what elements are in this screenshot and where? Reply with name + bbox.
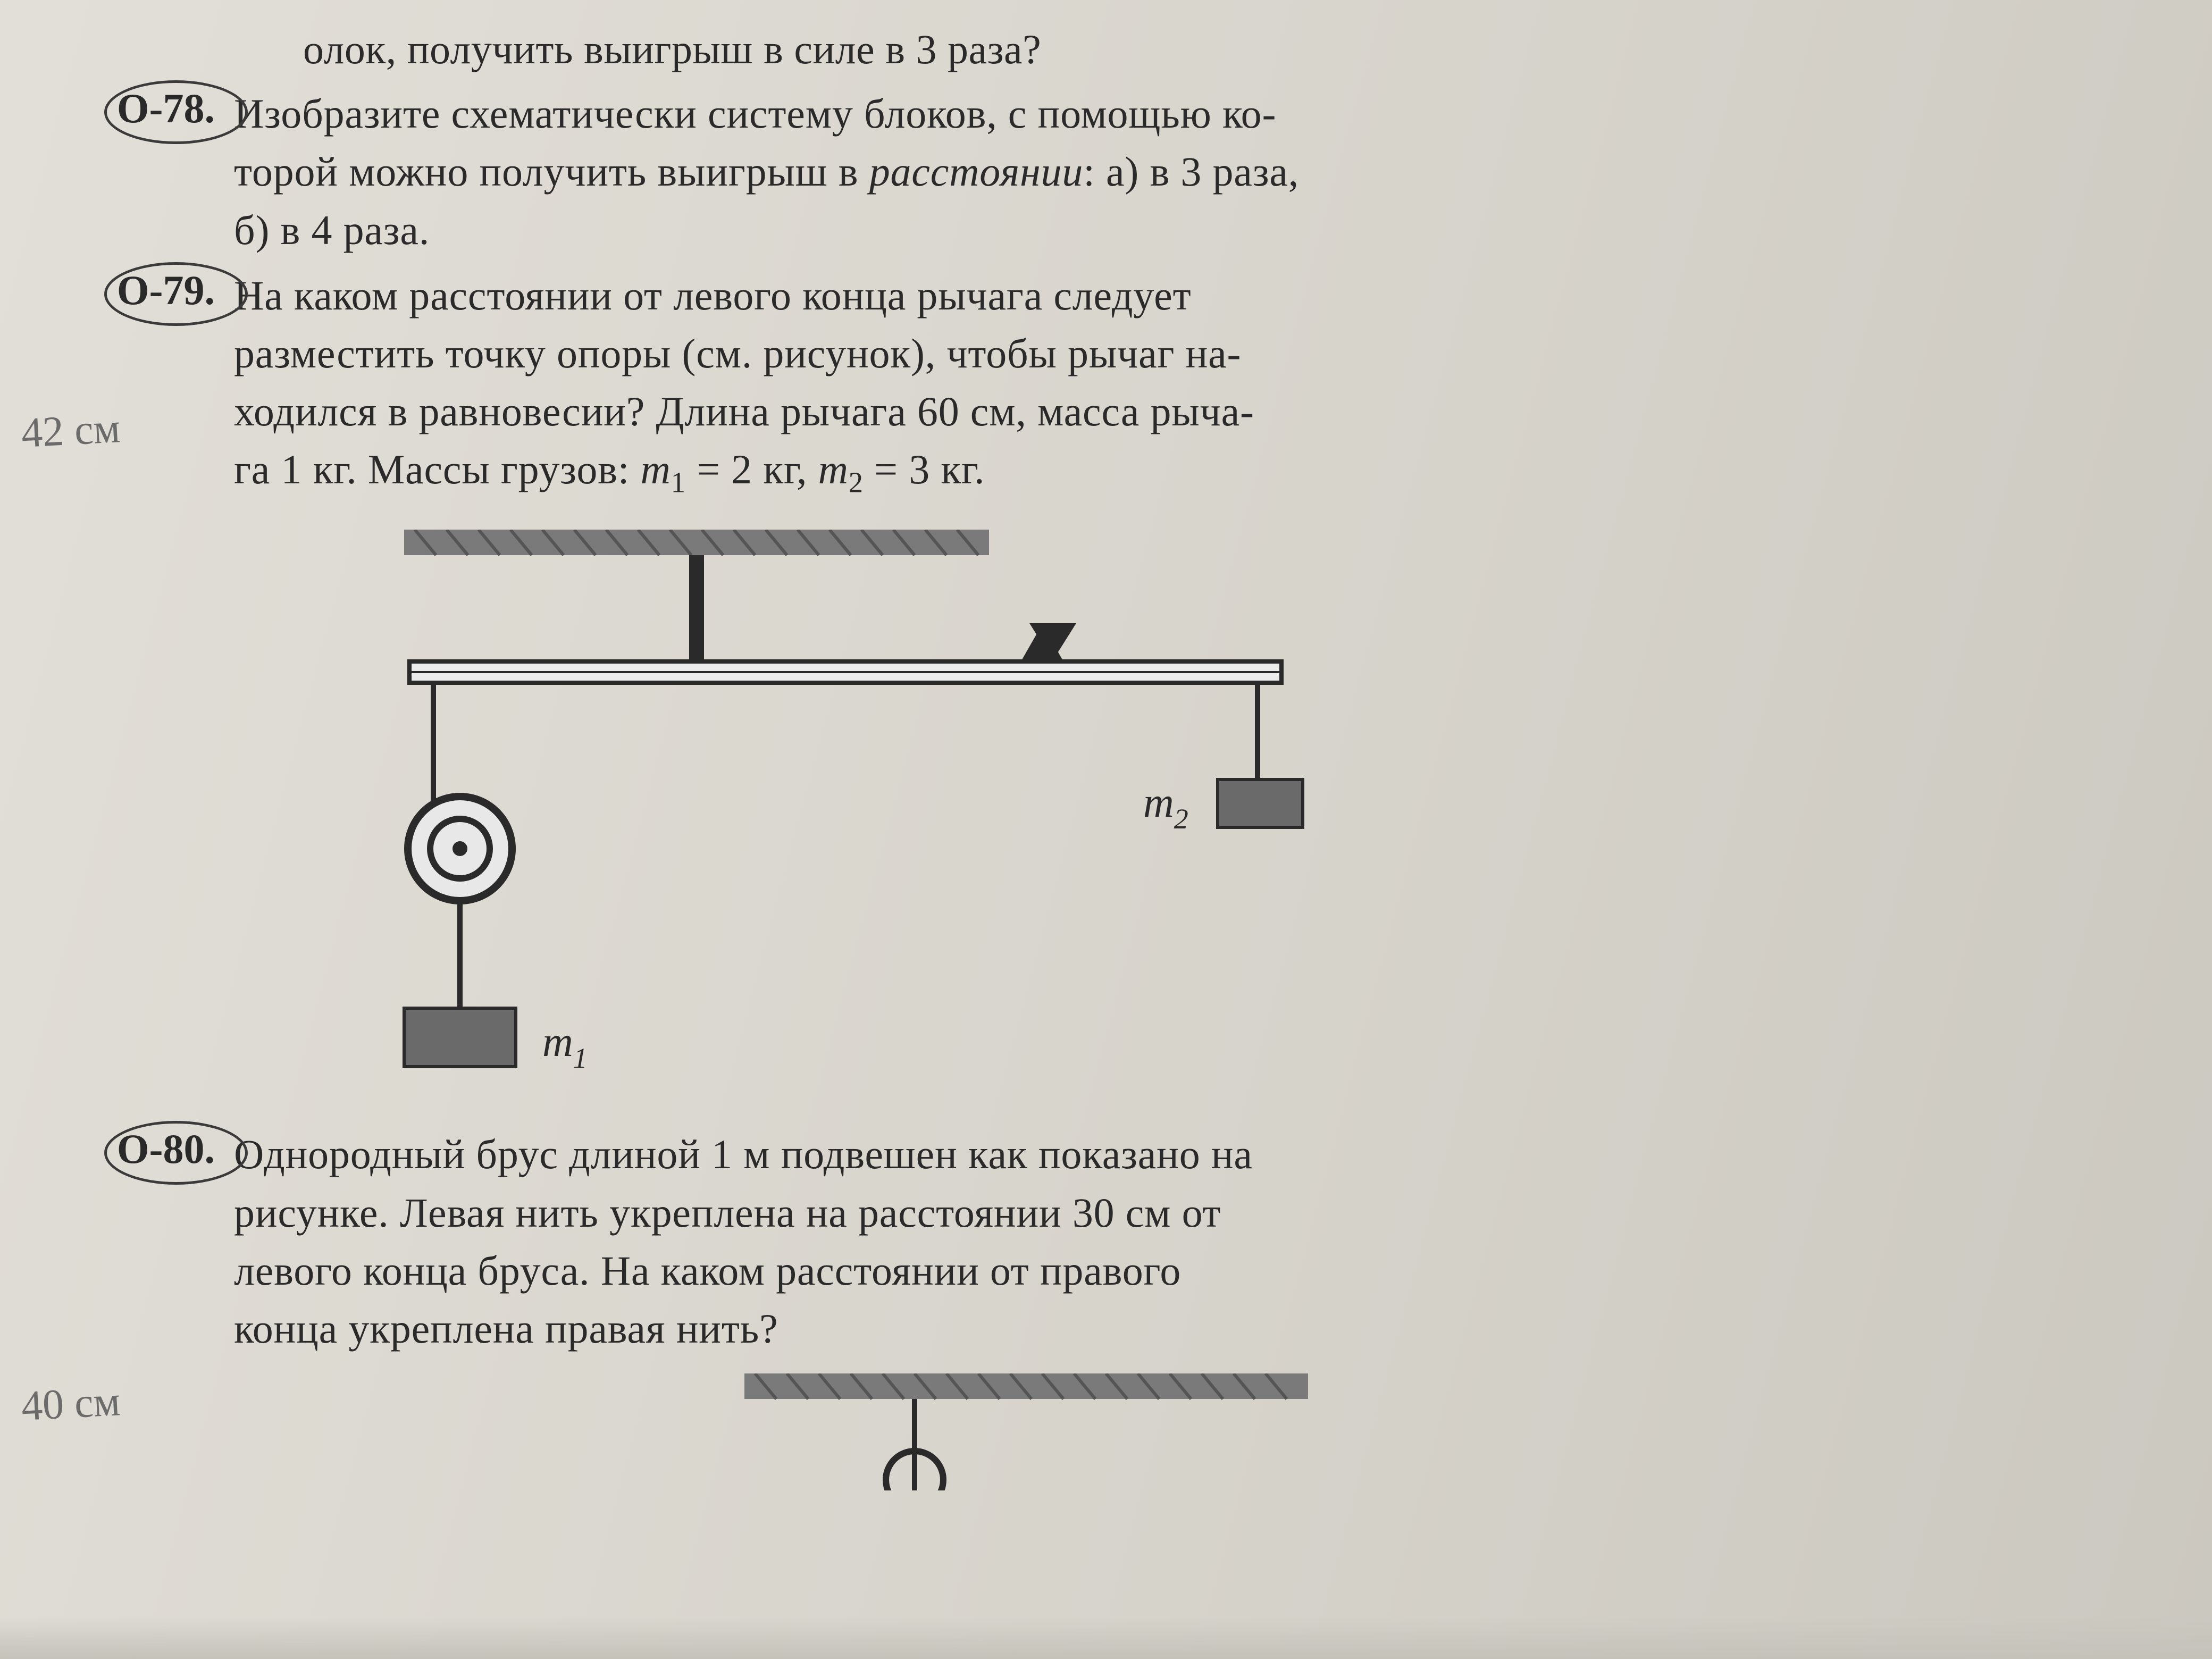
lever-pulley-diagram: m1 m2 bbox=[330, 530, 1446, 1104]
line: левого конца бруса. На каком расстоянии … bbox=[234, 1242, 2148, 1300]
line: Изобразите схематически систему блоков, … bbox=[234, 85, 2148, 143]
problem-number: О-79. bbox=[117, 266, 215, 314]
problem-78: О-78. Изобразите схематически систему бл… bbox=[74, 85, 2148, 259]
label-m1: m1 bbox=[542, 1019, 588, 1074]
line: рисунке. Левая нить укреплена на расстоя… bbox=[234, 1184, 2148, 1242]
problem-number-wrap: О-78. bbox=[74, 85, 234, 132]
problem-number-text: О-79. bbox=[117, 267, 215, 313]
emphasis: расстоянии bbox=[869, 148, 1084, 195]
line: Однородный брус длиной 1 м подвешен как … bbox=[234, 1125, 2148, 1183]
diagram-80-partial bbox=[713, 1373, 2148, 1490]
beam-diagram-partial bbox=[713, 1373, 1351, 1490]
textbook-page: олок, получить выигрыш в силе в 3 раза? … bbox=[0, 0, 2212, 1659]
line: га 1 кг. Массы грузов: m1 = 2 кг, m2 = 3… bbox=[234, 440, 2148, 503]
problem-number: О-80. bbox=[117, 1125, 215, 1173]
label-m2: m2 bbox=[1143, 780, 1188, 835]
line: конца укреплена правая нить? bbox=[234, 1300, 2148, 1358]
weight-m1 bbox=[404, 1008, 516, 1067]
line: разместить точку опоры (см. рисунок), чт… bbox=[234, 324, 2148, 382]
page-bottom-shadow bbox=[0, 1616, 2212, 1659]
diagram-79: m1 m2 bbox=[330, 530, 2148, 1104]
problem-number-text: О-80. bbox=[117, 1126, 215, 1172]
problem-80: О-80. Однородный брус длиной 1 м подвеше… bbox=[74, 1125, 2148, 1358]
support-rod bbox=[689, 555, 704, 661]
handwritten-answer-80: 40 см bbox=[20, 1377, 122, 1431]
partial-previous-line: олок, получить выигрыш в силе в 3 раза? bbox=[303, 21, 2148, 77]
line: ходился в равновесии? Длина рычага 60 см… bbox=[234, 382, 2148, 440]
weight-m2 bbox=[1218, 780, 1303, 827]
problem-79: О-79. На каком расстоянии от левого конц… bbox=[74, 266, 2148, 504]
problem-number-text: О-78. bbox=[117, 85, 215, 131]
line: б) в 4 раза. bbox=[234, 201, 2148, 259]
line: На каком расстоянии от левого конца рыча… bbox=[234, 266, 2148, 324]
problem-body: На каком расстоянии от левого конца рыча… bbox=[234, 266, 2148, 504]
line: торой можно получить выигрыш в расстояни… bbox=[234, 143, 2148, 200]
handwritten-answer-79: 42 см bbox=[20, 404, 122, 458]
problem-number-wrap: О-80. bbox=[74, 1125, 234, 1173]
pulley-axle bbox=[453, 841, 467, 856]
problem-body: Однородный брус длиной 1 м подвешен как … bbox=[234, 1125, 2148, 1358]
ceiling-bar bbox=[404, 530, 989, 555]
problem-body: Изобразите схематически систему блоков, … bbox=[234, 85, 2148, 259]
problem-number: О-78. bbox=[117, 85, 215, 132]
problem-number-wrap: О-79. bbox=[74, 266, 234, 314]
